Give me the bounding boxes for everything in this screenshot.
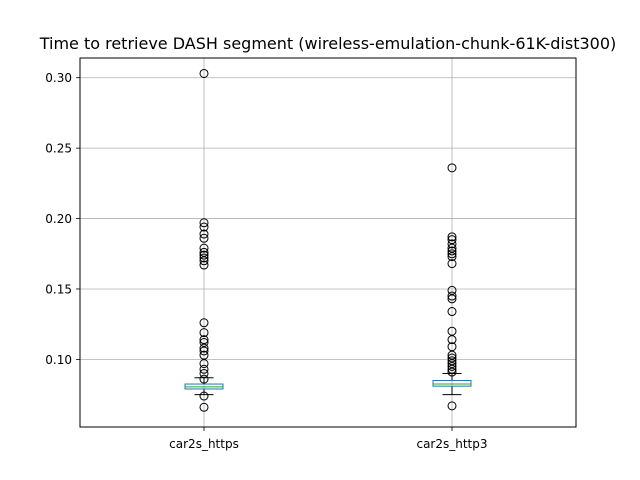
outlier-point: [447, 294, 457, 304]
outlier-point: [199, 328, 209, 338]
iqr-box: [432, 380, 472, 387]
outlier-point: [199, 243, 209, 253]
y-tick-label: 0.25: [45, 142, 72, 156]
outlier-point: [199, 318, 209, 328]
outlier-point: [447, 232, 457, 242]
outlier-point: [199, 229, 209, 239]
outlier-point: [199, 222, 209, 232]
outlier-point: [199, 346, 209, 356]
outlier-point: [447, 239, 457, 249]
outlier-point: [199, 233, 209, 243]
outlier-point: [199, 250, 209, 260]
outlier-point: [447, 291, 457, 301]
outlier-point: [199, 68, 209, 78]
outlier-point: [199, 402, 209, 412]
axes-frame: [79, 57, 577, 428]
outlier-point: [199, 218, 209, 228]
outlier-point: [199, 256, 209, 266]
outlier-point: [199, 374, 209, 384]
outlier-point: [447, 364, 457, 374]
outlier-point: [447, 307, 457, 317]
outlier-point: [447, 259, 457, 269]
outlier-point: [447, 252, 457, 262]
outlier-point: [447, 246, 457, 256]
box-group: [432, 163, 472, 411]
outlier-point: [199, 364, 209, 374]
outlier-point: [199, 368, 209, 378]
outlier-point: [447, 163, 457, 173]
outlier-point: [199, 359, 209, 369]
chart-title: Time to retrieve DASH segment (wireless-…: [39, 34, 617, 53]
outlier-point: [447, 367, 457, 377]
y-tick-label: 0.30: [45, 71, 72, 85]
outlier-point: [199, 343, 209, 353]
y-tick-label: 0.20: [45, 212, 72, 226]
x-tick-label: car2s_http3: [416, 437, 487, 451]
plot-data: [184, 68, 472, 412]
outlier-point: [447, 249, 457, 259]
outlier-point: [447, 401, 457, 411]
box-group: [184, 68, 224, 412]
y-tick-label: 0.10: [45, 353, 72, 367]
outlier-point: [447, 335, 457, 345]
outlier-point: [199, 260, 209, 270]
outlier-point: [447, 361, 457, 371]
y-tick-label: 0.15: [45, 282, 72, 296]
axis-ticks: 0.10 0.15 0.20 0.25 0.30 car2s_https car2s_htt…: [45, 71, 487, 451]
x-tick-label: car2s_https: [169, 437, 239, 451]
outlier-point: [199, 391, 209, 401]
outlier-point: [199, 253, 209, 263]
